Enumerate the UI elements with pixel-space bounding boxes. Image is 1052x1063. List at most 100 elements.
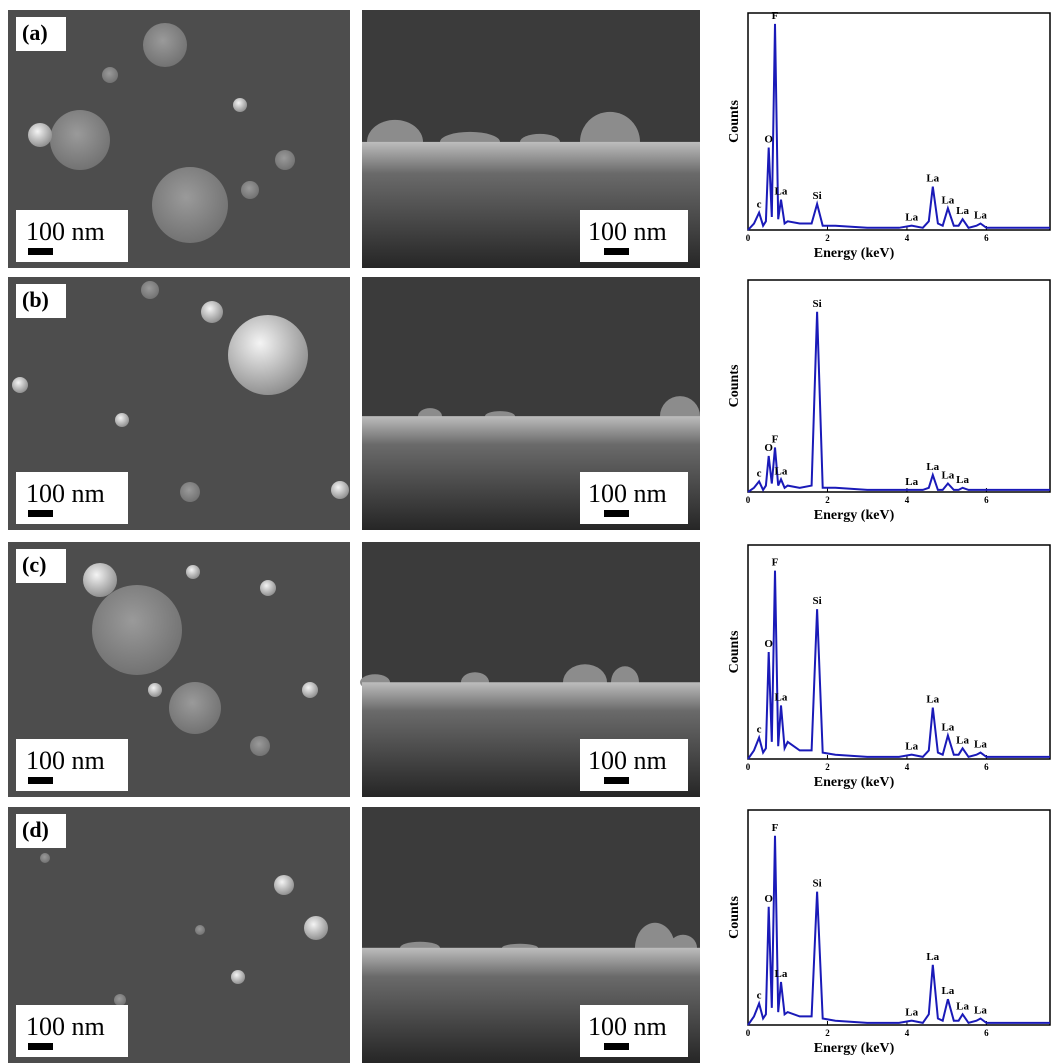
- peak-label: La: [956, 474, 969, 486]
- panel-label: (c): [22, 552, 46, 577]
- plot-frame: [748, 280, 1050, 492]
- particle: [304, 916, 328, 940]
- particle: [250, 736, 270, 756]
- peak-label: La: [974, 209, 987, 221]
- x-tick-label: 2: [825, 233, 830, 243]
- peak-label: F: [772, 433, 779, 445]
- particle: [102, 67, 118, 83]
- peak-label: La: [926, 461, 939, 473]
- scale-bar: [604, 1043, 629, 1050]
- particle: [274, 875, 294, 895]
- scale-bar: [604, 248, 629, 255]
- x-tick-label: 0: [746, 1028, 751, 1038]
- particle: [152, 167, 228, 243]
- peak-label: La: [956, 205, 969, 217]
- spectrum-line: [748, 312, 1050, 492]
- figure: (a) 100 nm 100 nm 0 2 4 6 Energy (keV) Counts c O F…: [0, 0, 1052, 1063]
- x-tick-label: 0: [746, 495, 751, 505]
- peak-label: La: [974, 1005, 987, 1017]
- scale-text: 100 nm: [26, 746, 105, 775]
- particle: [83, 563, 117, 597]
- peak-label: La: [905, 476, 918, 488]
- scale-bar: [28, 777, 53, 784]
- peak-label: La: [905, 1007, 918, 1019]
- scale-text: 100 nm: [26, 217, 105, 246]
- peak-label: c: [757, 724, 762, 736]
- panel-label: (b): [22, 287, 49, 312]
- peak-label: La: [775, 692, 788, 704]
- particle: [143, 23, 187, 67]
- scale-text: 100 nm: [588, 479, 667, 508]
- particle: [275, 150, 295, 170]
- particle: [241, 181, 259, 199]
- particle: [302, 682, 318, 698]
- particle: [169, 682, 221, 734]
- peak-label: F: [772, 557, 779, 569]
- peak-label: La: [926, 951, 939, 963]
- particle: [233, 98, 247, 112]
- y-axis-label: Counts: [727, 630, 742, 673]
- x-axis-label: Energy (keV): [814, 508, 895, 523]
- peak-label: c: [757, 990, 762, 1002]
- x-axis-label: Energy (keV): [814, 1041, 895, 1056]
- peak-label: La: [775, 465, 788, 477]
- panel-label: (a): [22, 20, 48, 45]
- peak-label: F: [772, 10, 779, 22]
- x-tick-label: 4: [905, 233, 910, 243]
- peak-label: La: [941, 721, 954, 733]
- y-axis-label: Counts: [727, 364, 742, 407]
- x-tick-label: 0: [746, 762, 751, 772]
- peak-label: Si: [813, 595, 822, 607]
- x-tick-label: 0: [746, 233, 751, 243]
- x-tick-label: 2: [825, 762, 830, 772]
- peak-label: F: [772, 822, 779, 834]
- x-tick-label: 6: [984, 1028, 989, 1038]
- x-tick-label: 6: [984, 762, 989, 772]
- peak-label: La: [775, 186, 788, 198]
- particle: [186, 565, 200, 579]
- peak-label: O: [764, 893, 773, 905]
- scale-bar: [28, 248, 53, 255]
- plot-frame: [748, 545, 1050, 759]
- peak-label: La: [956, 1000, 969, 1012]
- scale-text: 100 nm: [588, 746, 667, 775]
- peak-label: O: [764, 638, 773, 650]
- particle: [141, 281, 159, 299]
- peak-label: La: [905, 212, 918, 224]
- scale-text: 100 nm: [588, 217, 667, 246]
- particle: [331, 481, 349, 499]
- particle: [231, 970, 245, 984]
- peak-label: Si: [813, 298, 822, 310]
- scale-bar: [604, 510, 629, 517]
- scale-text: 100 nm: [26, 1012, 105, 1041]
- scale-text: 100 nm: [588, 1012, 667, 1041]
- peak-label: La: [941, 194, 954, 206]
- y-axis-label: Counts: [727, 896, 742, 939]
- scale-text: 100 nm: [26, 479, 105, 508]
- particle: [148, 683, 162, 697]
- particle: [12, 377, 28, 393]
- x-tick-label: 2: [825, 495, 830, 505]
- y-axis-label: Counts: [727, 100, 742, 143]
- particle: [50, 110, 110, 170]
- peak-label: Si: [813, 878, 822, 890]
- plot-frame: [748, 13, 1050, 230]
- particle: [92, 585, 182, 675]
- peak-label: La: [974, 739, 987, 751]
- peak-label: La: [941, 470, 954, 482]
- peak-label: La: [926, 173, 939, 185]
- particle: [228, 315, 308, 395]
- particle: [201, 301, 223, 323]
- x-tick-label: 6: [984, 495, 989, 505]
- particle: [114, 994, 126, 1006]
- x-tick-label: 4: [905, 495, 910, 505]
- particle: [28, 123, 52, 147]
- peak-label: c: [757, 467, 762, 479]
- peak-label: O: [764, 134, 773, 146]
- spectrum-line: [748, 24, 1050, 230]
- panel-label: (d): [22, 817, 49, 842]
- peak-label: Si: [813, 190, 822, 202]
- particle: [180, 482, 200, 502]
- x-tick-label: 2: [825, 1028, 830, 1038]
- x-axis-label: Energy (keV): [814, 246, 895, 261]
